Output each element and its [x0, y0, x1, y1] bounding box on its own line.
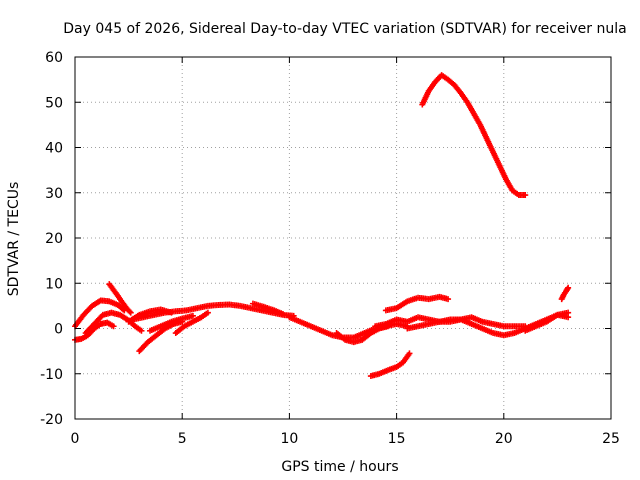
series-arc-9: [129, 301, 297, 323]
data-series: [72, 72, 572, 380]
grid: [75, 57, 611, 419]
x-axis-label: GPS time / hours: [281, 459, 398, 475]
data-point: [565, 309, 572, 316]
x-tick-label: 20: [495, 431, 513, 447]
data-point: [445, 296, 452, 303]
series-arc-6: [136, 318, 186, 355]
series-arc-7: [147, 312, 196, 334]
series-arc-2: [106, 281, 134, 316]
y-tick-label: 40: [45, 141, 63, 157]
series-arc-19: [558, 284, 572, 303]
y-tick-label: 20: [45, 231, 63, 247]
data-point: [110, 323, 117, 330]
x-tick-label: 5: [178, 431, 187, 447]
y-tick-label: 30: [45, 186, 63, 202]
data-point: [522, 192, 529, 199]
y-tick-label: 50: [45, 95, 63, 111]
series-arc-12: [333, 323, 392, 346]
data-point: [189, 312, 196, 319]
y-tick-label: 0: [54, 322, 63, 338]
data-point: [127, 309, 134, 316]
data-point: [204, 309, 211, 316]
data-point: [406, 350, 413, 357]
data-point: [279, 311, 286, 318]
series-arc-18: [522, 309, 572, 334]
series-arc-8: [172, 309, 211, 337]
y-tick-label: -10: [40, 367, 63, 383]
series-arc-14: [382, 293, 452, 314]
x-tick-label: 15: [388, 431, 406, 447]
series-arc-17: [419, 72, 529, 199]
axis-ticks: 0 5 10 15 20 25 -20 -10 0 10 20 30 40 50 60: [40, 50, 620, 447]
series-arc-1: [72, 297, 128, 330]
series-arc-13: [367, 350, 413, 380]
chart-title: Day 045 of 2026, Sidereal Day-to-day VTE…: [63, 21, 626, 37]
y-tick-label: 60: [45, 50, 63, 66]
series-arc-4: [82, 309, 145, 337]
y-tick-label: -20: [40, 412, 63, 428]
data-point: [138, 327, 145, 334]
y-tick-label: 10: [45, 276, 63, 292]
series-arc-10: [249, 300, 286, 318]
data-point: [565, 284, 572, 291]
y-axis-label: SDTVAR / TECUs: [6, 182, 22, 297]
x-tick-label: 10: [280, 431, 298, 447]
x-tick-label: 0: [71, 431, 80, 447]
series-arc-11: [286, 314, 411, 341]
data-point: [126, 308, 133, 315]
x-tick-label: 25: [602, 431, 620, 447]
